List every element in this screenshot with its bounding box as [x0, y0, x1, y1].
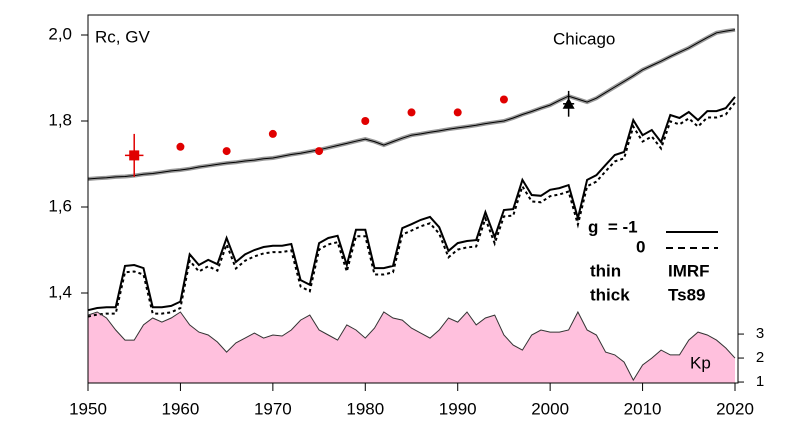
y-tick-label: 1,6 [48, 196, 72, 215]
y2-tick-label: 1 [756, 373, 764, 390]
observation-dot [407, 108, 416, 117]
y-tick-label: 1,8 [48, 110, 72, 129]
kp-area [88, 312, 735, 383]
x-tick-label: 1950 [69, 399, 107, 418]
legend-text: thick [590, 285, 630, 304]
observation-dot [499, 95, 508, 104]
x-tick-label: 1990 [439, 399, 477, 418]
legend-text: 0 [636, 237, 645, 256]
legend-text: Ts89 [668, 285, 706, 304]
legend-text: g = -1 [588, 217, 638, 236]
x-tick-label: 1970 [254, 399, 292, 418]
x-tick-label: 1960 [162, 399, 200, 418]
observation-dot [222, 147, 231, 156]
y-tick-label: 1,4 [48, 282, 72, 301]
y2-axis-label: Kp [690, 353, 711, 372]
model-line [87, 96, 736, 312]
model-band [87, 27, 736, 181]
observation-dot [315, 147, 324, 156]
observation-dot [176, 142, 185, 151]
x-tick-label: 1980 [346, 399, 384, 418]
y-axis-label: Rc, GV [95, 27, 150, 46]
y-tick-label: 2,0 [48, 24, 72, 43]
observation-dot [268, 129, 277, 138]
station-label: Chicago [553, 29, 615, 48]
legend-text: thin [590, 261, 621, 280]
observation-triangle [562, 97, 575, 109]
x-tick-label: 2020 [716, 399, 754, 418]
y2-tick-label: 3 [756, 325, 764, 342]
legend-text: IMRF [668, 261, 710, 280]
observation-dot [453, 108, 462, 117]
model-line [87, 29, 736, 180]
plot-frame [87, 14, 739, 384]
y2-tick-label: 2 [756, 349, 764, 366]
observation-dot [361, 116, 370, 125]
x-tick-label: 2000 [531, 399, 569, 418]
model-line [87, 101, 736, 318]
observation-square [129, 150, 140, 161]
x-tick-label: 2010 [624, 399, 662, 418]
kp-outline [87, 310, 736, 382]
